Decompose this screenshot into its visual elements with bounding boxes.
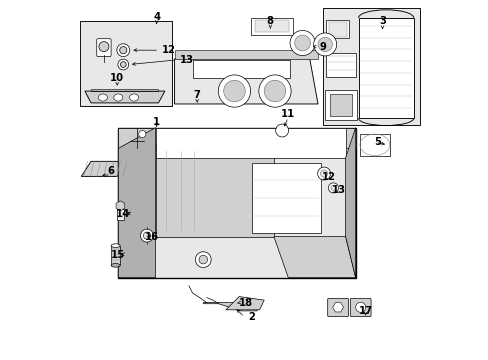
Ellipse shape — [111, 264, 120, 267]
Text: 10: 10 — [110, 73, 124, 83]
Polygon shape — [174, 50, 317, 59]
Polygon shape — [325, 90, 357, 120]
Polygon shape — [252, 163, 320, 233]
Circle shape — [143, 232, 150, 239]
Polygon shape — [358, 18, 413, 118]
Ellipse shape — [111, 244, 120, 247]
Polygon shape — [225, 297, 264, 310]
Text: 4: 4 — [153, 12, 160, 22]
Polygon shape — [359, 134, 389, 156]
Circle shape — [330, 185, 335, 190]
Text: 3: 3 — [378, 17, 385, 27]
Text: 18: 18 — [239, 298, 253, 308]
Text: 11: 11 — [281, 109, 295, 119]
Polygon shape — [85, 91, 164, 103]
Polygon shape — [118, 128, 155, 278]
Text: 14: 14 — [116, 209, 130, 219]
Text: 12: 12 — [321, 172, 335, 182]
Circle shape — [328, 183, 338, 193]
FancyBboxPatch shape — [327, 298, 348, 317]
Polygon shape — [273, 237, 355, 278]
Ellipse shape — [129, 94, 138, 101]
Circle shape — [140, 229, 153, 242]
Ellipse shape — [114, 94, 122, 101]
Text: 7: 7 — [193, 90, 200, 100]
Text: 12: 12 — [161, 45, 175, 55]
Circle shape — [355, 302, 365, 312]
Polygon shape — [203, 303, 257, 311]
Circle shape — [317, 37, 332, 51]
Polygon shape — [192, 60, 290, 78]
FancyBboxPatch shape — [118, 128, 355, 278]
Circle shape — [139, 131, 145, 138]
Circle shape — [313, 33, 336, 56]
Text: 17: 17 — [358, 306, 372, 316]
Ellipse shape — [98, 94, 107, 101]
Polygon shape — [328, 22, 346, 37]
Circle shape — [117, 44, 129, 57]
Bar — [329, 94, 351, 116]
Circle shape — [223, 80, 244, 102]
Circle shape — [289, 31, 314, 55]
Text: 2: 2 — [248, 312, 255, 322]
FancyBboxPatch shape — [349, 298, 370, 317]
Text: 13: 13 — [331, 185, 345, 195]
Bar — [111, 246, 120, 265]
Polygon shape — [325, 21, 348, 39]
Circle shape — [320, 170, 327, 177]
Polygon shape — [91, 89, 158, 91]
Polygon shape — [250, 18, 292, 35]
Text: 8: 8 — [266, 17, 273, 27]
Polygon shape — [325, 53, 356, 77]
Text: 6: 6 — [107, 166, 114, 176]
Text: 16: 16 — [144, 232, 159, 242]
Circle shape — [120, 46, 126, 54]
Circle shape — [99, 41, 109, 51]
Circle shape — [258, 75, 290, 107]
Circle shape — [264, 80, 285, 102]
Polygon shape — [155, 128, 345, 158]
Text: 5: 5 — [374, 138, 381, 147]
Text: 15: 15 — [111, 249, 125, 260]
Bar — [117, 209, 123, 220]
Circle shape — [218, 75, 250, 107]
Polygon shape — [81, 161, 128, 176]
Polygon shape — [155, 143, 273, 237]
Circle shape — [118, 59, 128, 70]
FancyBboxPatch shape — [322, 8, 419, 126]
Polygon shape — [254, 21, 289, 32]
Text: 13: 13 — [179, 55, 193, 65]
Polygon shape — [174, 59, 317, 104]
Circle shape — [275, 124, 288, 137]
Circle shape — [317, 167, 330, 180]
Polygon shape — [345, 128, 355, 278]
FancyBboxPatch shape — [80, 21, 171, 107]
Circle shape — [199, 255, 207, 264]
Circle shape — [120, 62, 126, 67]
Polygon shape — [118, 128, 355, 148]
Text: 9: 9 — [319, 42, 325, 51]
Circle shape — [195, 252, 211, 267]
FancyBboxPatch shape — [97, 39, 111, 57]
Circle shape — [294, 35, 310, 51]
Text: 1: 1 — [153, 117, 160, 127]
